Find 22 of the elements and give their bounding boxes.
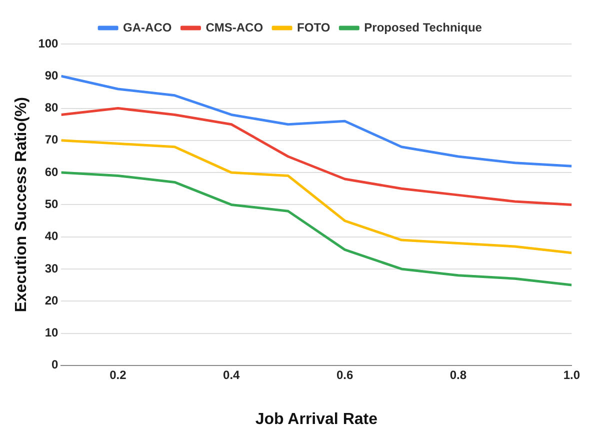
y-tick-label: 0 bbox=[52, 358, 59, 372]
y-tick-label: 60 bbox=[44, 164, 59, 179]
y-tick-label: 10 bbox=[44, 326, 59, 340]
x-tick-label: 0.6 bbox=[336, 368, 354, 382]
y-tick-label: 30 bbox=[44, 261, 59, 276]
legend-label: FOTO bbox=[297, 20, 330, 34]
y-tick-label: 80 bbox=[44, 100, 59, 115]
x-tick-label: 0.8 bbox=[450, 368, 467, 382]
legend-label: CMS-ACO bbox=[206, 20, 264, 34]
y-tick-label: 20 bbox=[44, 293, 59, 308]
y-axis-title: Execution Success Ratio(%) bbox=[13, 97, 30, 312]
x-tick-label: 0.4 bbox=[223, 368, 240, 382]
x-tick-label: 1.0 bbox=[563, 368, 580, 382]
legend-label: Proposed Technique bbox=[364, 20, 482, 34]
legend-label: GA-ACO bbox=[123, 20, 172, 34]
y-tick-label: 70 bbox=[44, 132, 59, 147]
y-tick-label: 100 bbox=[38, 36, 59, 50]
x-axis-title: Job Arrival Rate bbox=[255, 410, 378, 428]
y-tick-label: 50 bbox=[44, 197, 59, 212]
y-tick-label: 40 bbox=[44, 229, 59, 244]
x-tick-label: 0.2 bbox=[110, 368, 127, 382]
y-tick-label: 90 bbox=[44, 68, 59, 82]
